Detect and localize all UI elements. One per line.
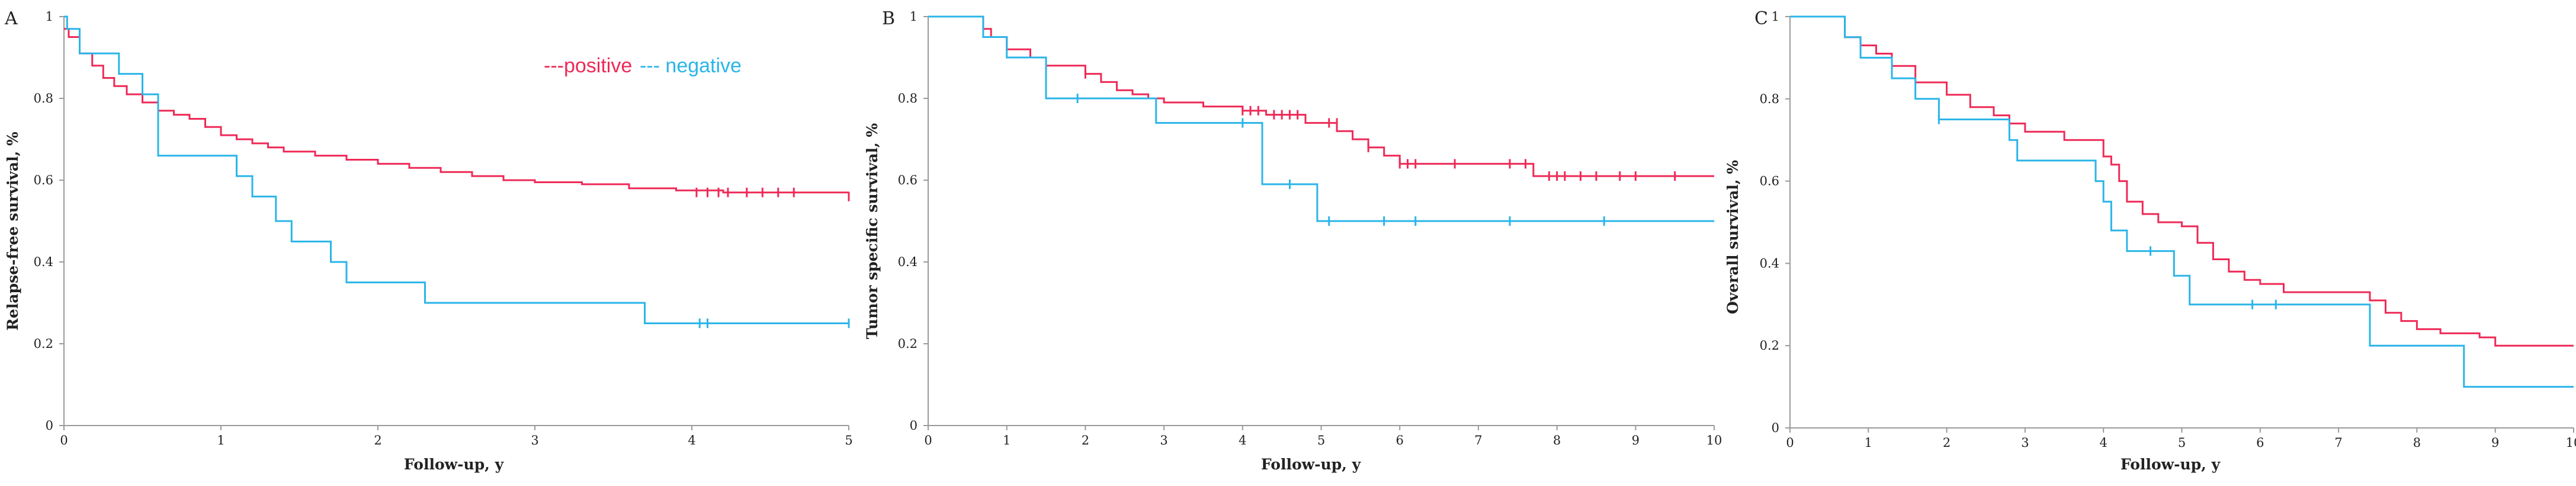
panel-b-y-axis-title: Tumor specific survival, % <box>864 123 881 339</box>
panel-a-legend: ---positive --- negative <box>544 55 742 77</box>
panel-c-x-axis-title: Follow-up, y <box>2121 456 2221 473</box>
panel-b-x-tick-label: 2 <box>1082 433 1089 447</box>
panel-a-y-tick-label: 0.4 <box>34 255 53 269</box>
panel-b-y-tick-label: 0.6 <box>898 173 918 187</box>
panel-a-y-axis-title: Relapse-free survival, % <box>4 132 21 331</box>
panel-b-x-tick-label: 10 <box>1706 433 1722 447</box>
panel-b-negative-survival-line <box>928 15 1714 222</box>
panel-b-y-tick-label: 0.4 <box>898 255 918 269</box>
panel-c-y-tick-label: 0.6 <box>1760 174 1779 188</box>
panel-c-x-tick-label: 6 <box>2256 436 2264 450</box>
panel-b-x-tick-label: 6 <box>1396 433 1404 447</box>
panel-c-x-tick-label: 7 <box>2334 436 2342 450</box>
panel-a-x-tick-label: 3 <box>531 433 538 447</box>
panel-c-y-axis-title: Overall survival, % <box>1724 160 1741 314</box>
panel-a-negative-survival-line <box>64 15 849 324</box>
panel-a-x-axis-title: Follow-up, y <box>404 456 505 473</box>
panel-a-x-tick-label: 1 <box>217 433 224 447</box>
panel-b-y-tick-label: 1 <box>910 9 918 24</box>
panel-c-x-tick-label: 10 <box>2566 436 2576 450</box>
panel-b-plot: 0 1 2 3 4 5 6 7 8 9 10 0 0.2 0.4 0.6 0.8 1 <box>898 9 1722 447</box>
panel-c-negative-survival-line <box>1790 15 2574 388</box>
legend-positive: ---positive <box>544 55 632 77</box>
panel-c-y-tick-label: 0.2 <box>1760 338 1779 353</box>
panel-b-x-tick-label: 9 <box>1632 433 1640 447</box>
panel-a-y-tick-label: 0.2 <box>34 337 53 351</box>
panel-b-y-tick-label: 0 <box>910 418 918 433</box>
panel-c-x-tick-label: 0 <box>1786 436 1794 450</box>
panel-a-y-tick-label: 0.6 <box>34 173 53 187</box>
panel-c-plot: 0 1 2 3 4 5 6 7 8 9 10 0 0.2 0.4 0.6 0.8 1 <box>1760 9 2576 450</box>
panel-c-x-tick-label: 1 <box>1865 436 1872 450</box>
panel-a-x-tick-label: 4 <box>688 433 695 447</box>
panel-a-y-tick-label: 0.8 <box>34 91 53 105</box>
panel-a-label: A <box>4 8 18 29</box>
panel-c-y-tick-label: 0 <box>1772 421 1779 435</box>
panel-b-x-tick-label: 8 <box>1553 433 1561 447</box>
panel-c-y-tick-label: 0.4 <box>1760 256 1779 270</box>
panel-c-positive-survival-line <box>1790 15 2574 347</box>
panel-a-positive-survival-line <box>64 28 849 194</box>
panel-c-y-tick-label: 0.8 <box>1760 92 1779 106</box>
panel-b-y-tick-label: 0.2 <box>898 337 918 351</box>
panel-a-x-tick-label: 0 <box>60 433 68 447</box>
panel-c-x-tick-label: 9 <box>2491 436 2499 450</box>
panel-b-x-axis-title: Follow-up, y <box>1261 456 1362 473</box>
panel-c-x-tick-label: 5 <box>2178 436 2186 450</box>
panel-c-x-tick-label: 2 <box>1943 436 1951 450</box>
panel-b: B 0 1 2 3 4 5 6 7 8 9 10 0 0.2 0.4 0.6 0.8 1 Follow-up, … <box>864 8 1722 473</box>
panel-c-x-tick-label: 4 <box>2100 436 2107 450</box>
panel-a-plot: 0 1 2 3 4 5 0 0.2 0.4 0.6 0.8 1 <box>34 9 853 447</box>
panel-c-x-tick-label: 8 <box>2413 436 2421 450</box>
panel-b-label: B <box>882 8 895 29</box>
panel-a-x-tick-label: 5 <box>845 433 852 447</box>
panel-c: C 0 1 2 3 4 5 6 7 8 9 10 0 0.2 0.4 0.6 0.8 1 Follow-up, … <box>1724 8 2576 473</box>
panel-b-y-tick-label: 0.8 <box>898 91 918 105</box>
panel-b-x-tick-label: 0 <box>924 433 932 447</box>
panel-c-label: C <box>1754 8 1768 29</box>
panel-a-y-tick-label: 0 <box>46 418 53 433</box>
panel-c-y-tick-label: 1 <box>1772 9 1779 24</box>
legend-negative: --- negative <box>640 55 742 77</box>
panel-b-x-tick-label: 4 <box>1239 433 1246 447</box>
panel-b-x-tick-label: 1 <box>1003 433 1010 447</box>
panel-b-x-tick-label: 3 <box>1160 433 1167 447</box>
panel-a-x-tick-label: 2 <box>374 433 381 447</box>
panel-a-y-tick-label: 1 <box>46 9 53 24</box>
panel-a: A 0 1 2 3 4 5 0 0.2 0.4 0.6 0.8 1 Follow-up, y Rela… <box>4 8 853 473</box>
panel-b-x-tick-label: 7 <box>1474 433 1482 447</box>
panel-c-x-tick-label: 3 <box>2021 436 2029 450</box>
panel-b-x-tick-label: 5 <box>1317 433 1325 447</box>
